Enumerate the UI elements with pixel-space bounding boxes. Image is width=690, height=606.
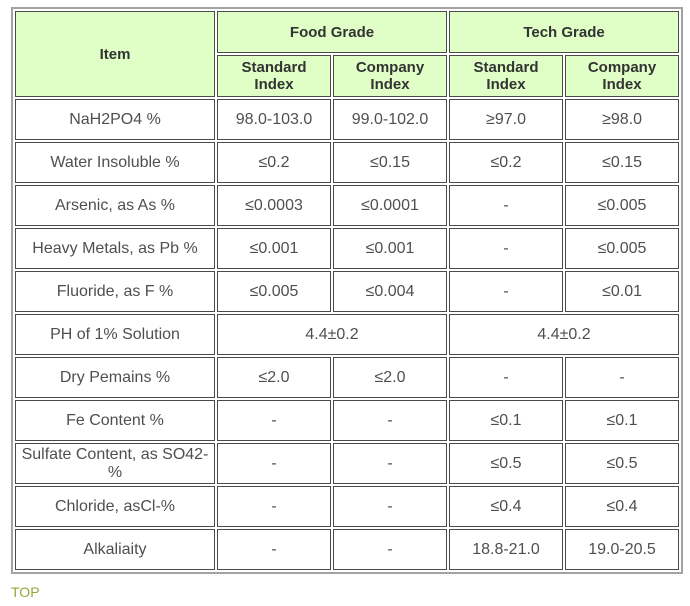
- spec-table-container: Item Food Grade Tech Grade Standard Inde…: [11, 7, 684, 574]
- top-link[interactable]: TOP: [11, 584, 40, 600]
- value-cell: -: [217, 443, 331, 484]
- item-cell: Chloride, asCl-%: [15, 486, 215, 527]
- value-cell: ≤0.005: [565, 185, 680, 226]
- food-standard-index-header: Standard Index: [217, 55, 331, 97]
- value-cell: 18.8-21.0: [449, 529, 564, 570]
- value-cell: ≤0.2: [217, 142, 331, 183]
- item-cell: Sulfate Content, as SO42-%: [15, 443, 215, 484]
- tech-company-index-header: Company Index: [565, 55, 680, 97]
- value-cell: ≤2.0: [217, 357, 331, 398]
- table-row: PH of 1% Solution 4.4±0.2 4.4±0.2: [15, 314, 680, 355]
- value-cell: -: [449, 357, 564, 398]
- table-row: Chloride, asCl-% - - ≤0.4 ≤0.4: [15, 486, 680, 527]
- value-cell: -: [333, 486, 448, 527]
- table-row: Dry Pemains % ≤2.0 ≤2.0- -: [15, 357, 680, 398]
- value-cell: ≤0.5: [565, 443, 680, 484]
- table-row: NaH2PO4 % 98.0-103.0 99.0-102.0 ≥97.0 ≥98.0: [15, 99, 680, 140]
- table-row: Fe Content % - - ≤0.1 ≤0.1: [15, 400, 680, 441]
- tech-grade-header: Tech Grade: [449, 11, 680, 53]
- value-cell: 4.4±0.2: [449, 314, 680, 355]
- value-cell: ≤0.005: [565, 228, 680, 269]
- value-cell: ≤0.01: [565, 271, 680, 312]
- item-cell: NaH2PO4 %: [15, 99, 215, 140]
- value-cell: -: [333, 443, 448, 484]
- value-cell: ≤0.4: [449, 486, 564, 527]
- value-cell: ≤0.2: [449, 142, 564, 183]
- value-cell: ≥97.0: [449, 99, 564, 140]
- value-cell: -: [565, 357, 680, 398]
- item-cell: Fe Content %: [15, 400, 215, 441]
- value-cell: -: [217, 529, 331, 570]
- value-cell: ≤0.4: [565, 486, 680, 527]
- value-cell: -: [333, 529, 448, 570]
- value-cell: -: [333, 400, 448, 441]
- value-cell: 19.0-20.5: [565, 529, 680, 570]
- food-company-index-header: Company Index: [333, 55, 448, 97]
- food-grade-header: Food Grade: [217, 11, 448, 53]
- table-row: Alkaliaity - -18.8-21.0 19.0-20.5: [15, 529, 680, 570]
- value-cell: 99.0-102.0: [333, 99, 448, 140]
- value-cell: ≤0.0003: [217, 185, 331, 226]
- header-row-subheaders: Standard Index Company Index Standard In…: [15, 55, 680, 97]
- value-cell: ≤0.5: [449, 443, 564, 484]
- value-cell: ≤0.1: [565, 400, 680, 441]
- item-cell: Water Insoluble %: [15, 142, 215, 183]
- item-header: Item: [15, 11, 215, 97]
- header-row-groups: Item Food Grade Tech Grade: [15, 11, 680, 97]
- table-row: Arsenic, as As % ≤0.0003 ≤0.0001- ≤0.005: [15, 185, 680, 226]
- item-cell: Alkaliaity: [15, 529, 215, 570]
- table-row: Heavy Metals, as Pb % ≤0.001 ≤0.001- ≤0.005: [15, 228, 680, 269]
- item-cell: Heavy Metals, as Pb %: [15, 228, 215, 269]
- spec-table: Item Food Grade Tech Grade Standard Inde…: [11, 7, 684, 574]
- value-cell: -: [449, 185, 564, 226]
- value-cell: ≤0.1: [449, 400, 564, 441]
- tech-standard-index-header: Standard Index: [449, 55, 564, 97]
- table-row: Water Insoluble % ≤0.2 ≤0.15 ≤0.2 ≤0.15: [15, 142, 680, 183]
- item-cell: Arsenic, as As %: [15, 185, 215, 226]
- value-cell: ≤0.001: [217, 228, 331, 269]
- value-cell: ≤0.005: [217, 271, 331, 312]
- item-cell: Dry Pemains %: [15, 357, 215, 398]
- table-row: Fluoride, as F % ≤0.005 ≤0.004- ≤0.01: [15, 271, 680, 312]
- value-cell: ≤0.004: [333, 271, 448, 312]
- value-cell: ≤0.0001: [333, 185, 448, 226]
- value-cell: -: [217, 400, 331, 441]
- value-cell: 98.0-103.0: [217, 99, 331, 140]
- value-cell: ≤0.001: [333, 228, 448, 269]
- value-cell: ≤0.15: [565, 142, 680, 183]
- value-cell: ≤0.15: [333, 142, 448, 183]
- value-cell: -: [449, 228, 564, 269]
- value-cell: ≤2.0: [333, 357, 448, 398]
- item-cell: PH of 1% Solution: [15, 314, 215, 355]
- value-cell: ≥98.0: [565, 99, 680, 140]
- table-row: Sulfate Content, as SO42-% - - ≤0.5 ≤0.5: [15, 443, 680, 484]
- value-cell: -: [217, 486, 331, 527]
- spec-table-body: NaH2PO4 % 98.0-103.0 99.0-102.0 ≥97.0 ≥98.0 W…: [15, 99, 680, 570]
- value-cell: 4.4±0.2: [217, 314, 448, 355]
- item-cell: Fluoride, as F %: [15, 271, 215, 312]
- value-cell: -: [449, 271, 564, 312]
